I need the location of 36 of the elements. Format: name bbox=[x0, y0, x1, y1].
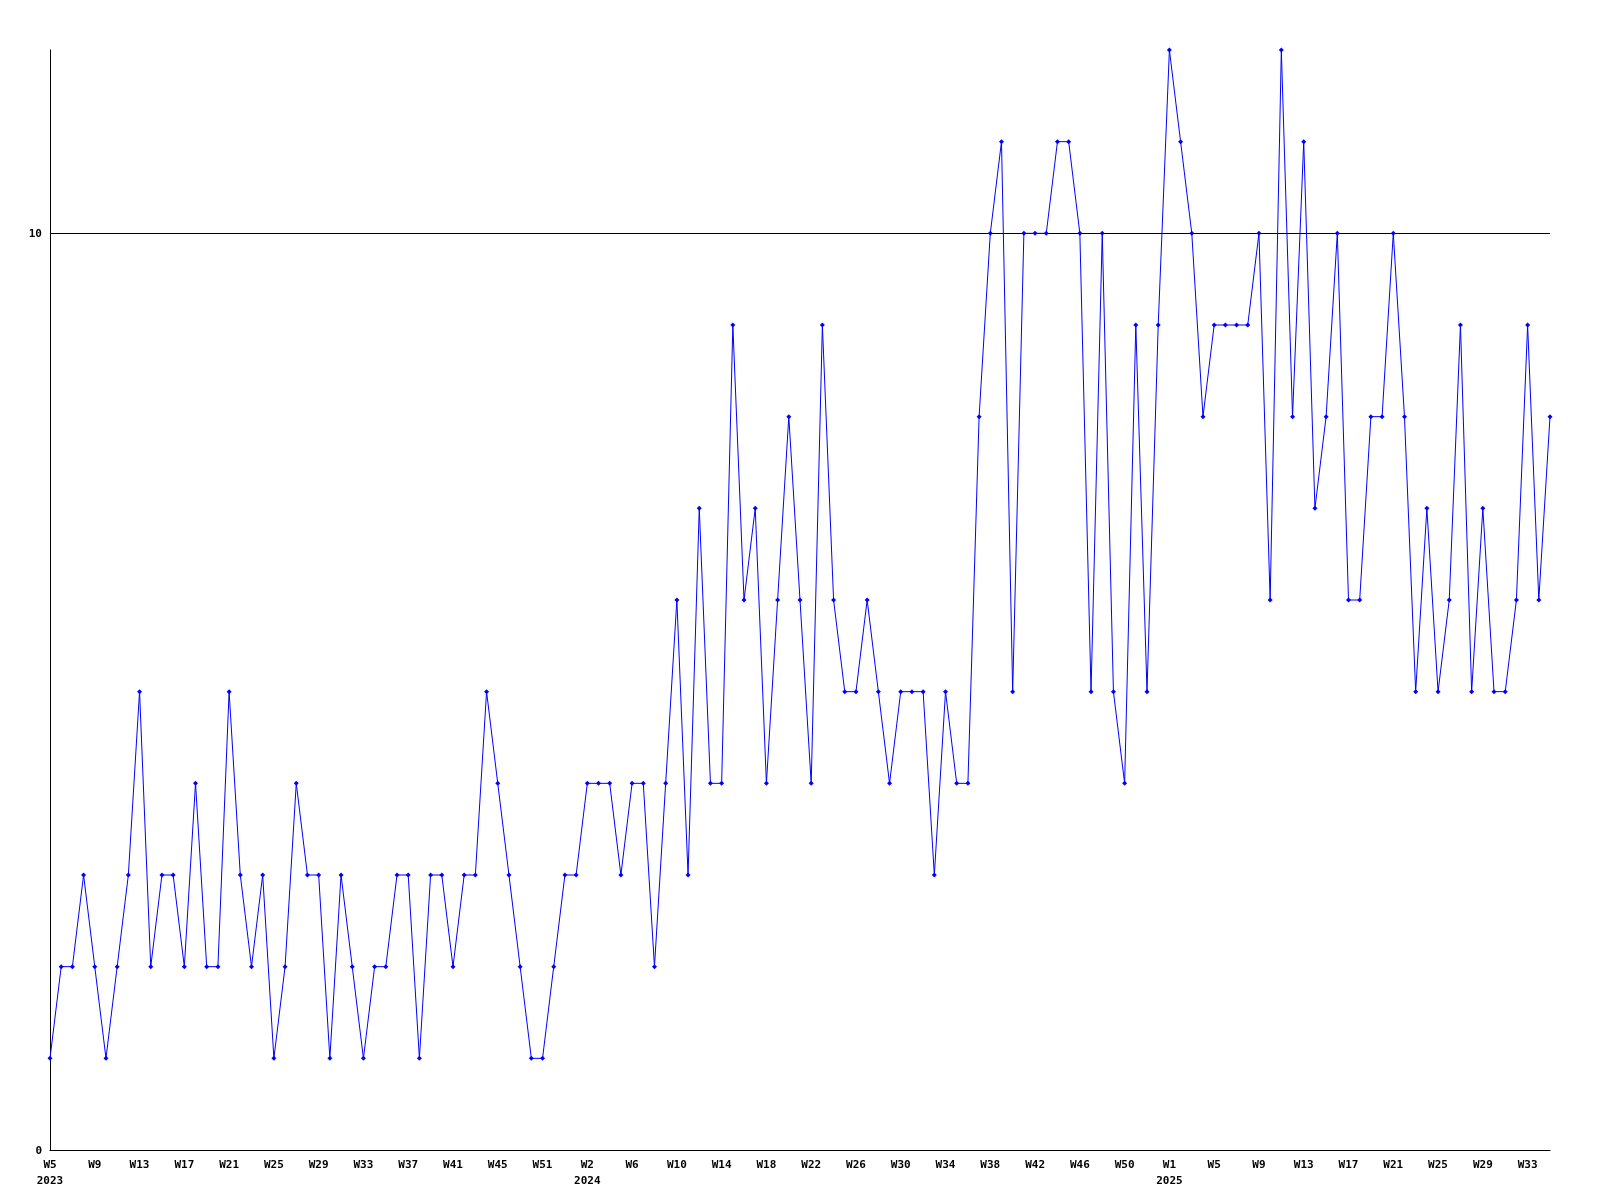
x-tick-label: W21 bbox=[219, 1157, 240, 1171]
x-tick-label: W50 bbox=[1114, 1157, 1135, 1171]
x-tick-label: W21 bbox=[1383, 1157, 1404, 1171]
y-tick-label: 10 bbox=[28, 226, 42, 240]
x-tick-label: W38 bbox=[980, 1157, 1001, 1171]
x-tick-label: W26 bbox=[846, 1157, 867, 1171]
x-tick-label: W6 bbox=[625, 1157, 640, 1171]
x-tick-label: W17 bbox=[174, 1157, 195, 1171]
x-tick-label: W1 2025 bbox=[1156, 1157, 1183, 1187]
x-tick-label: W5 bbox=[1207, 1157, 1221, 1171]
x-tick-label: W46 bbox=[1069, 1157, 1091, 1171]
x-tick-label: W51 bbox=[532, 1157, 553, 1171]
x-tick-label: W25 bbox=[263, 1157, 284, 1171]
x-tick-label: W33 bbox=[1517, 1157, 1538, 1171]
x-tick-label: W5 2023 bbox=[36, 1157, 64, 1187]
x-tick-label: W22 bbox=[801, 1157, 822, 1171]
x-tick-label: W9 bbox=[1252, 1157, 1266, 1171]
x-tick-label: W34 bbox=[935, 1157, 956, 1171]
x-tick-label: W18 bbox=[756, 1157, 777, 1171]
x-tick-label: W42 bbox=[1025, 1157, 1046, 1171]
x-tick-label: W13 bbox=[129, 1157, 150, 1171]
x-tick-label: W14 bbox=[711, 1157, 732, 1171]
x-tick-label: W45 bbox=[487, 1157, 508, 1171]
x-tick-label: W25 bbox=[1428, 1157, 1448, 1171]
x-tick-label: W30 bbox=[890, 1157, 911, 1171]
x-tick-label: W2 2024 bbox=[574, 1157, 601, 1187]
x-tick-label: W29 bbox=[308, 1157, 329, 1171]
x-tick-label: W29 bbox=[1472, 1157, 1493, 1171]
x-tick-label: W17 bbox=[1338, 1157, 1359, 1171]
x-tick-label: W33 bbox=[353, 1157, 374, 1171]
x-tick-label: W41 bbox=[443, 1157, 464, 1171]
y-tick-label: 0 bbox=[35, 1143, 42, 1157]
x-tick-label: W37 bbox=[398, 1157, 419, 1171]
x-tick-label: W10 bbox=[666, 1157, 687, 1171]
x-tick-label: W13 bbox=[1293, 1157, 1314, 1171]
x-tick-label: W9 bbox=[88, 1157, 102, 1171]
